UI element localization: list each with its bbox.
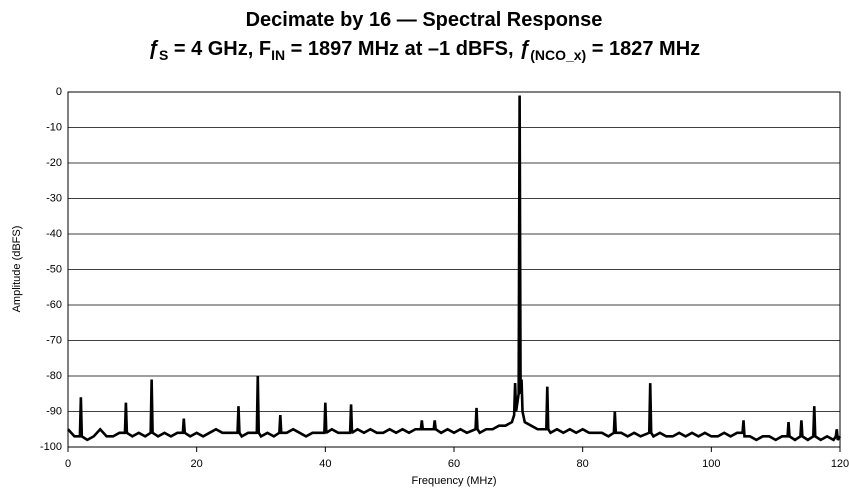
y-tick-label: -50	[46, 263, 62, 275]
chart-title: Decimate by 16 — Spectral Response	[246, 9, 603, 31]
x-tick-label: 120	[831, 458, 849, 470]
y-tick-label: -40	[46, 228, 62, 240]
y-tick-label: -30	[46, 192, 62, 204]
y-tick-label: 0	[56, 86, 62, 98]
subtitle-part: = 4 GHz, F	[168, 38, 271, 60]
subtitle-part: = 1827 MHz	[586, 38, 700, 60]
subtitle-part: S	[159, 47, 168, 63]
subtitle-part: IN	[271, 47, 285, 63]
x-tick-label: 100	[702, 458, 720, 470]
x-tick-label: 80	[577, 458, 589, 470]
x-tick-label: 0	[65, 458, 71, 470]
y-tick-label: -90	[46, 405, 62, 417]
x-tick-label: 20	[191, 458, 203, 470]
chart-subtitle: ƒS = 4 GHz, FIN = 1897 MHz at –1 dBFS, ƒ…	[148, 38, 700, 63]
y-tick-label: -70	[46, 334, 62, 346]
plot-border	[67, 91, 841, 448]
x-axis-label: Frequency (MHz)	[412, 475, 497, 487]
subtitle-part: ƒ	[519, 38, 530, 60]
y-axis-label: Amplitude (dBFS)	[11, 226, 23, 313]
subtitle-part: (NCO_x)	[530, 47, 586, 63]
subtitle-part: = 1897 MHz at –1 dBFS,	[285, 38, 519, 60]
y-tick-label: -100	[40, 441, 62, 453]
subtitle-part: ƒ	[148, 38, 159, 60]
y-tick-label: -20	[46, 157, 62, 169]
x-tick-label: 60	[448, 458, 460, 470]
x-tick-label: 40	[319, 458, 331, 470]
y-tick-label: -80	[46, 370, 62, 382]
spectrum-line	[67, 95, 842, 442]
y-tick-label: -60	[46, 299, 62, 311]
y-tick-label: -10	[46, 121, 62, 133]
